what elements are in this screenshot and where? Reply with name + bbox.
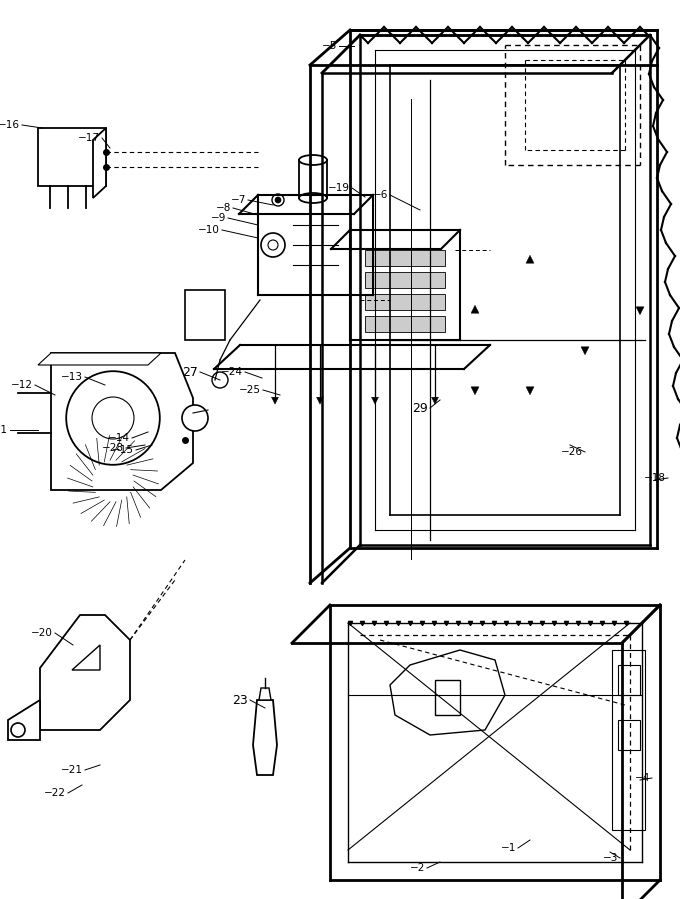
- Circle shape: [272, 194, 284, 206]
- Text: −21: −21: [61, 765, 83, 775]
- Polygon shape: [8, 700, 40, 740]
- Text: −13: −13: [61, 372, 83, 382]
- Circle shape: [212, 372, 228, 388]
- Polygon shape: [316, 397, 324, 405]
- Text: −22: −22: [44, 788, 66, 798]
- Text: −28: −28: [102, 443, 124, 453]
- Ellipse shape: [299, 155, 327, 165]
- Text: −7: −7: [231, 195, 246, 205]
- Circle shape: [261, 233, 285, 257]
- Polygon shape: [636, 307, 644, 315]
- Polygon shape: [581, 347, 589, 355]
- Polygon shape: [471, 305, 479, 313]
- Polygon shape: [612, 650, 645, 830]
- Text: −19: −19: [328, 183, 350, 193]
- Text: −26: −26: [561, 447, 583, 457]
- Polygon shape: [51, 353, 193, 490]
- Polygon shape: [271, 397, 279, 405]
- Text: 23: 23: [233, 693, 248, 707]
- Text: −9: −9: [211, 213, 226, 223]
- Text: −12: −12: [11, 380, 33, 390]
- Ellipse shape: [299, 193, 327, 203]
- Text: −16: −16: [0, 120, 20, 130]
- Polygon shape: [185, 290, 225, 340]
- Text: −2: −2: [409, 863, 425, 873]
- Polygon shape: [526, 255, 534, 263]
- Polygon shape: [365, 316, 445, 332]
- Polygon shape: [38, 353, 161, 365]
- Circle shape: [11, 723, 25, 737]
- Polygon shape: [259, 688, 271, 700]
- Text: −20: −20: [31, 628, 53, 638]
- Polygon shape: [365, 272, 445, 288]
- Circle shape: [182, 405, 208, 431]
- Text: −11: −11: [0, 425, 8, 435]
- Polygon shape: [435, 680, 460, 715]
- Circle shape: [275, 197, 281, 203]
- Circle shape: [268, 240, 278, 250]
- Text: −24: −24: [221, 367, 243, 377]
- Text: −14: −14: [108, 433, 130, 443]
- Polygon shape: [526, 387, 534, 395]
- Text: −6: −6: [373, 190, 388, 200]
- Polygon shape: [390, 650, 505, 735]
- Text: −4: −4: [634, 773, 650, 783]
- Polygon shape: [93, 128, 106, 198]
- Polygon shape: [365, 250, 445, 266]
- Polygon shape: [371, 397, 379, 405]
- Polygon shape: [38, 128, 106, 186]
- Polygon shape: [253, 700, 277, 775]
- Text: −8: −8: [216, 203, 231, 213]
- Polygon shape: [618, 720, 640, 750]
- Circle shape: [92, 397, 134, 439]
- Polygon shape: [432, 397, 439, 405]
- Polygon shape: [40, 615, 130, 730]
- Polygon shape: [365, 294, 445, 310]
- Polygon shape: [471, 387, 479, 395]
- Text: −17: −17: [78, 133, 100, 143]
- Text: −15: −15: [112, 445, 134, 455]
- Text: −3: −3: [602, 853, 618, 863]
- Text: −10: −10: [198, 225, 220, 235]
- Text: −1: −1: [500, 843, 516, 853]
- Text: −5: −5: [322, 41, 337, 51]
- Text: −18: −18: [644, 473, 666, 483]
- Text: 29: 29: [412, 402, 428, 414]
- Text: −25: −25: [239, 385, 261, 395]
- Polygon shape: [72, 645, 100, 670]
- Circle shape: [66, 371, 160, 465]
- Polygon shape: [618, 665, 640, 695]
- Text: 27: 27: [182, 366, 198, 378]
